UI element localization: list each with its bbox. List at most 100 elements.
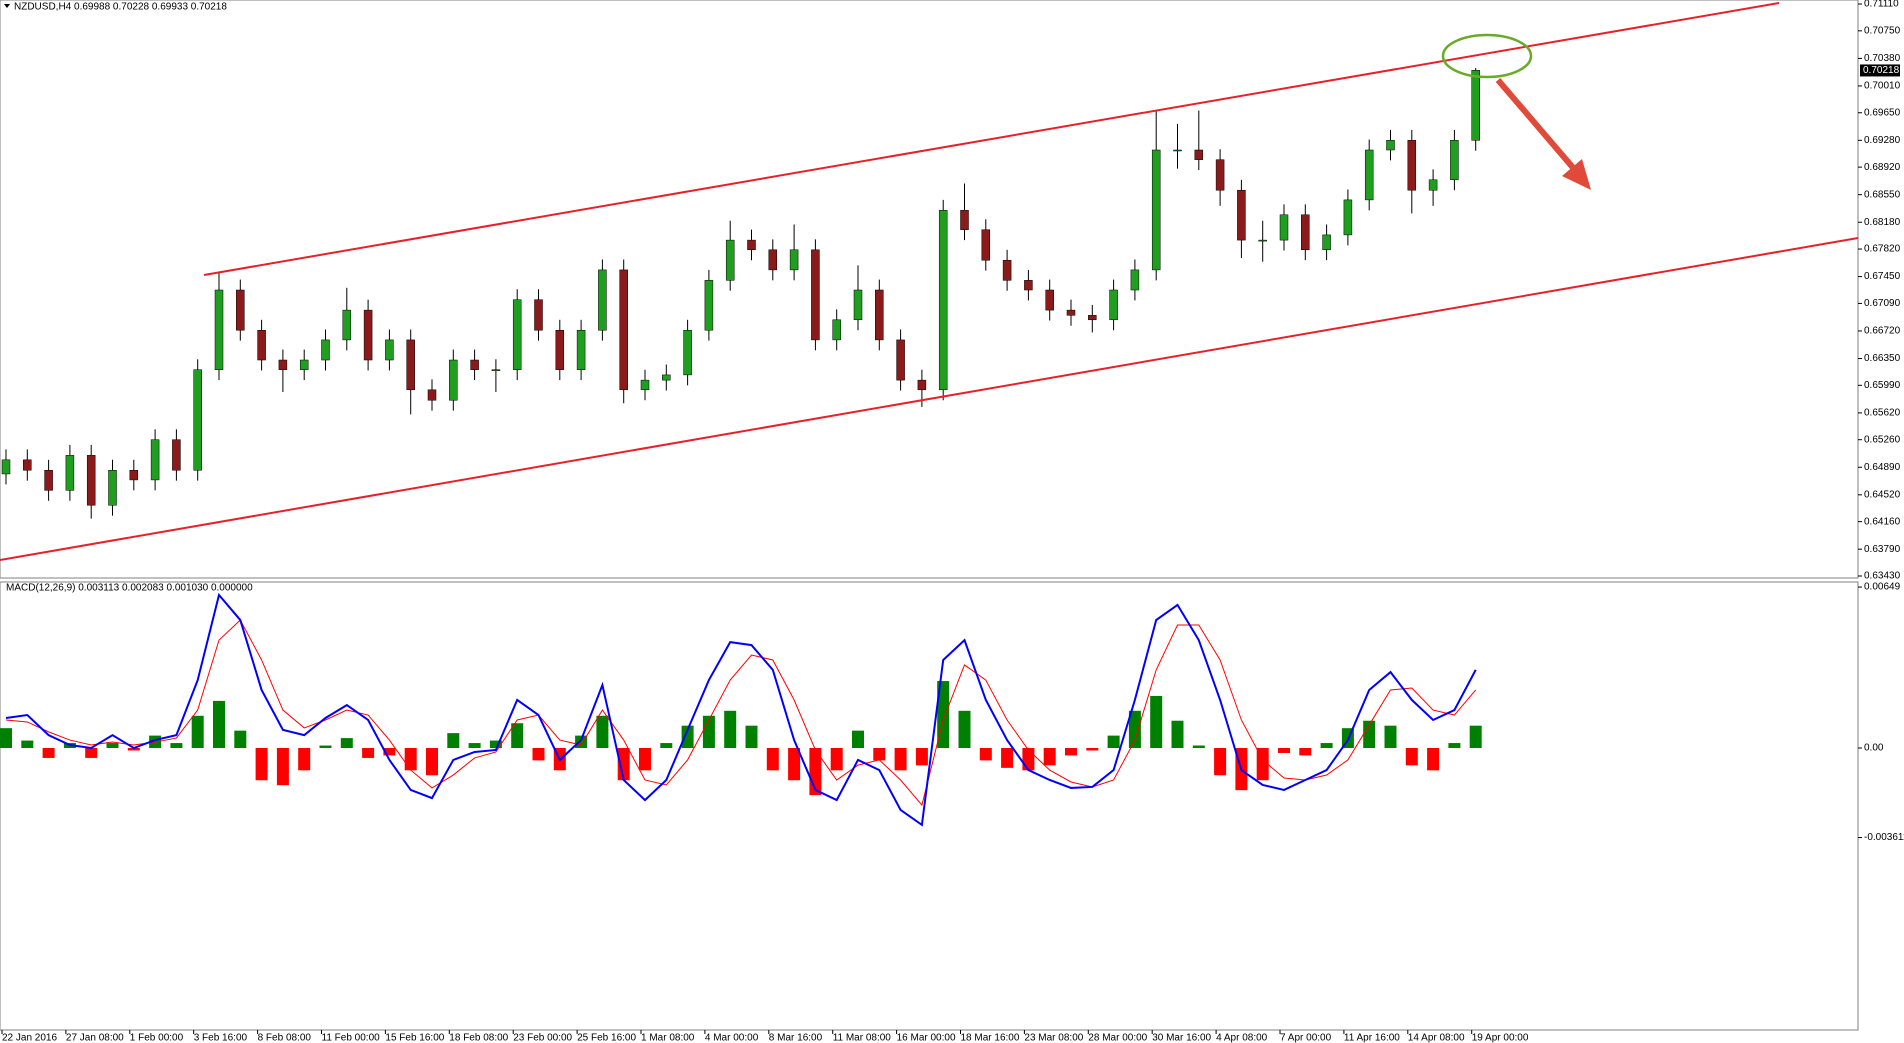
- candle-body: [853, 289, 863, 321]
- histogram-bar: [511, 723, 524, 749]
- candle-body: [491, 369, 501, 371]
- candle-body: [385, 339, 394, 361]
- histogram-bar: [1086, 748, 1099, 751]
- candle-body: [1, 459, 11, 475]
- histogram-bar: [788, 748, 801, 781]
- x-tick-label: 19 Apr 00:00: [1472, 1033, 1529, 1043]
- histogram-bar: [255, 748, 268, 781]
- histogram-bar: [1128, 710, 1141, 749]
- macd-title: MACD(12,26,9) 0.003113 0.002083 0.001030…: [6, 583, 253, 594]
- histogram-bar: [1448, 743, 1461, 749]
- candle-body: [214, 289, 224, 370]
- menu-triangle[interactable]: [4, 4, 10, 8]
- candle-body: [278, 359, 288, 370]
- candle-body: [1471, 70, 1480, 141]
- y-tick-label: 0.64520: [1864, 489, 1901, 500]
- histogram-bar: [766, 748, 779, 771]
- candle-body: [832, 319, 841, 341]
- x-tick-label: 11 Feb 00:00: [322, 1033, 381, 1043]
- candle-body: [576, 329, 586, 370]
- candle-body: [449, 359, 458, 401]
- histogram-bar: [106, 743, 119, 749]
- histogram-bar: [1427, 748, 1440, 771]
- x-tick-label: 15 Feb 16:00: [385, 1033, 444, 1043]
- y-tick-label: 0.69280: [1864, 135, 1901, 146]
- histogram-bar: [362, 748, 375, 758]
- histogram-bar: [0, 728, 12, 749]
- histogram-bar: [915, 748, 928, 766]
- candle-body: [683, 329, 692, 376]
- histogram-bar: [85, 748, 98, 758]
- candle-body: [108, 469, 117, 506]
- y-tick-label: 0.69650: [1864, 107, 1901, 118]
- current-price-label: 0.70218: [1863, 65, 1900, 76]
- histogram-bar: [596, 715, 609, 749]
- histogram-bar: [1043, 748, 1056, 766]
- x-tick-label: 1 Feb 00:00: [130, 1033, 184, 1043]
- candle-body: [1364, 149, 1374, 201]
- y-tick-label: 0.63430: [1864, 571, 1901, 582]
- candle-body: [1151, 149, 1161, 271]
- candle-body: [86, 455, 96, 506]
- x-tick-label: 3 Feb 16:00: [194, 1033, 248, 1043]
- histogram-bar: [1065, 748, 1077, 756]
- candle-body: [1301, 214, 1310, 251]
- histogram-bar: [468, 743, 481, 749]
- histogram-bar: [1278, 748, 1290, 753]
- candle-body: [44, 469, 53, 491]
- histogram-bar: [1171, 720, 1184, 749]
- candle-body: [917, 379, 927, 391]
- histogram-bar: [830, 748, 843, 771]
- price-panel: [0, 0, 1859, 579]
- candle-body: [1343, 199, 1353, 236]
- candle-body: [789, 249, 799, 271]
- histogram-bar: [702, 715, 715, 749]
- y-tick-label: 0.00649: [1864, 582, 1901, 593]
- candle-body: [555, 329, 565, 370]
- y-tick-label: 0.65990: [1864, 380, 1901, 391]
- macd-line: [5, 592, 1477, 827]
- candle-body: [662, 374, 671, 381]
- histogram-bar: [1469, 725, 1482, 749]
- x-tick-label: 22 Jan 2016: [2, 1033, 57, 1043]
- candle-body: [1237, 189, 1246, 241]
- histogram-bar: [617, 748, 630, 781]
- histogram-bar: [276, 748, 289, 786]
- histogram-bar: [21, 740, 34, 749]
- candle-body: [193, 369, 202, 471]
- histogram-bar: [298, 748, 311, 771]
- candle-body: [129, 469, 139, 481]
- histogram-bar: [1256, 748, 1269, 781]
- candle-body: [1088, 315, 1097, 321]
- y-tick-label: 0.68550: [1864, 189, 1901, 200]
- histogram-bar: [489, 740, 502, 749]
- x-tick-label: 30 Mar 16:00: [1152, 1033, 1211, 1043]
- histogram-bar: [1405, 748, 1418, 766]
- candle-body: [725, 239, 735, 281]
- candle-body: [1258, 239, 1267, 242]
- x-tick-label: 4 Mar 00:00: [705, 1033, 759, 1043]
- histogram-bar: [873, 748, 886, 761]
- candle-body: [342, 309, 352, 341]
- y-tick-label: 0.67450: [1864, 271, 1901, 282]
- histogram-bar: [639, 748, 651, 771]
- arrow-head: [1562, 159, 1591, 190]
- candle-body: [406, 339, 415, 391]
- histogram-bar: [319, 745, 332, 749]
- price-title: NZDUSD,H4 0.69988 0.70228 0.69933 0.7021…: [14, 2, 227, 13]
- candle-body: [811, 249, 820, 341]
- x-tick-label: 14 Apr 08:00: [1408, 1033, 1465, 1043]
- x-tick-label: 27 Jan 08:00: [66, 1033, 124, 1043]
- candle-body: [512, 299, 522, 370]
- candle-body: [1109, 289, 1118, 321]
- y-tick-label: 0.70750: [1864, 25, 1901, 36]
- y-tick-label: 0.68920: [1864, 162, 1901, 173]
- highlight-ellipse: [1441, 33, 1533, 79]
- macd-panel: [0, 581, 1859, 1031]
- histogram-bar: [340, 738, 353, 749]
- histogram-bar: [426, 748, 438, 776]
- candle-body: [598, 269, 607, 331]
- x-tick-label: 23 Mar 08:00: [1024, 1033, 1083, 1043]
